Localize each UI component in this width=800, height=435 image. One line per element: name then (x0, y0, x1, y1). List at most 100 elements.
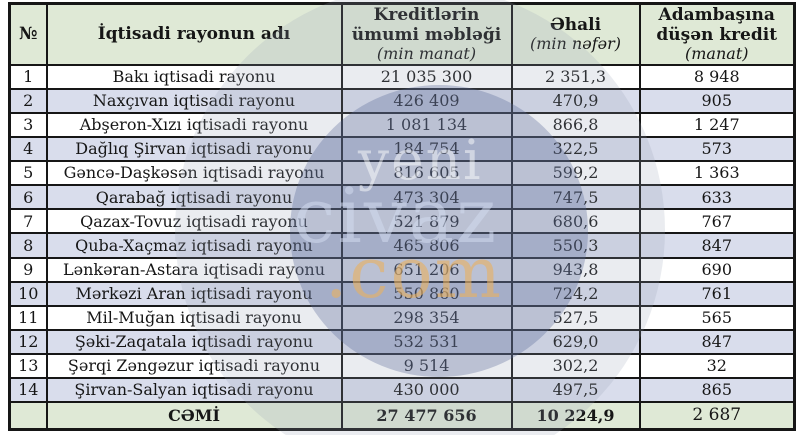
row-region: Abşeron-Xızı iqtisadi rayonu (45, 112, 343, 139)
header-population: Əhali (min nəfər) (510, 2, 641, 66)
header-number: № (8, 2, 48, 66)
table-row: 14 Şirvan-Salyan iqtisadi rayonu 430 000… (8, 376, 796, 404)
row-number: 9 (8, 256, 48, 283)
table-row: 12 Şəki-Zaqatala iqtisadi rayonu 532 531… (8, 328, 796, 355)
header-credit: Kreditlərin ümumi məbləği (min manat) (340, 2, 513, 66)
table-total-row: CƏMİ 27 477 656 10 224,9 2 687 (8, 401, 796, 431)
row-number: 6 (8, 184, 48, 211)
row-credit: 1 081 134 (340, 112, 513, 139)
total-credit: 27 477 656 (340, 401, 513, 431)
table-row: 8 Quba-Xaçmaz iqtisadi rayonu 465 806 55… (8, 232, 796, 259)
row-population: 470,9 (510, 88, 641, 115)
row-region: Şərqi Zəngəzur iqtisadi rayonu (45, 352, 343, 379)
header-percapita-line1: Adambaşına (658, 5, 775, 26)
row-population: 302,2 (510, 352, 641, 379)
row-percapita: 905 (638, 88, 796, 115)
row-number: 13 (8, 352, 48, 379)
row-credit: 816 605 (340, 160, 513, 187)
row-percapita: 767 (638, 208, 796, 235)
row-region: Qazax-Tovuz iqtisadi rayonu (45, 208, 343, 235)
row-region: Dağlıq Şirvan iqtisadi rayonu (45, 136, 343, 163)
row-percapita: 8 948 (638, 63, 796, 91)
row-population: 322,5 (510, 136, 641, 163)
table-row: 4 Dağlıq Şirvan iqtisadi rayonu 184 754 … (8, 136, 796, 163)
row-percapita: 633 (638, 184, 796, 211)
row-percapita: 1 363 (638, 160, 796, 187)
row-number: 11 (8, 304, 48, 331)
row-credit: 473 304 (340, 184, 513, 211)
row-credit: 184 754 (340, 136, 513, 163)
row-region: Lənkəran-Astara iqtisadi rayonu (45, 256, 343, 283)
row-region: Şirvan-Salyan iqtisadi rayonu (45, 376, 343, 404)
table-row: 1 Bakı iqtisadi rayonu 21 035 300 2 351,… (8, 63, 796, 91)
row-population: 527,5 (510, 304, 641, 331)
row-number: 5 (8, 160, 48, 187)
row-percapita: 565 (638, 304, 796, 331)
row-population: 680,6 (510, 208, 641, 235)
table-row: 11 Mil-Muğan iqtisadi rayonu 298 354 527… (8, 304, 796, 331)
row-population: 497,5 (510, 376, 641, 404)
header-credit-unit: (min manat) (376, 44, 477, 64)
row-population: 2 351,3 (510, 63, 641, 91)
row-number: 3 (8, 112, 48, 139)
row-region: Qarabağ iqtisadi rayonu (45, 184, 343, 211)
table-row: 2 Naxçıvan iqtisadi rayonu 426 409 470,9… (8, 88, 796, 115)
header-credit-line2: ümumi məbləği (351, 24, 502, 45)
row-credit: 651 206 (340, 256, 513, 283)
row-population: 943,8 (510, 256, 641, 283)
row-region: Quba-Xaçmaz iqtisadi rayonu (45, 232, 343, 259)
table-row: 3 Abşeron-Xızı iqtisadi rayonu 1 081 134… (8, 112, 796, 139)
header-percapita-line2: düşən kredit (656, 24, 778, 45)
row-credit: 298 354 (340, 304, 513, 331)
total-label: CƏMİ (45, 401, 343, 431)
header-number-label: № (19, 23, 38, 44)
row-percapita: 1 247 (638, 112, 796, 139)
row-region: Gəncə-Daşkəsən iqtisadi rayonu (45, 160, 343, 187)
total-percapita: 2 687 (638, 401, 796, 431)
row-number: 2 (8, 88, 48, 115)
row-number: 8 (8, 232, 48, 259)
header-region-label: İqtisadi rayonun adı (97, 23, 291, 44)
row-credit: 465 806 (340, 232, 513, 259)
row-number: 7 (8, 208, 48, 235)
row-credit: 430 000 (340, 376, 513, 404)
row-population: 550,3 (510, 232, 641, 259)
row-credit: 532 531 (340, 328, 513, 355)
table-row: 7 Qazax-Tovuz iqtisadi rayonu 521 879 68… (8, 208, 796, 235)
row-percapita: 761 (638, 280, 796, 307)
row-percapita: 32 (638, 352, 796, 379)
row-region: Naxçıvan iqtisadi rayonu (45, 88, 343, 115)
row-percapita: 690 (638, 256, 796, 283)
row-credit: 550 860 (340, 280, 513, 307)
row-region: Mil-Muğan iqtisadi rayonu (45, 304, 343, 331)
header-percapita: Adambaşına düşən kredit (manat) (638, 2, 796, 66)
row-number: 14 (8, 376, 48, 404)
row-number: 1 (8, 63, 48, 91)
row-credit: 21 035 300 (340, 63, 513, 91)
row-number: 4 (8, 136, 48, 163)
row-population: 866,8 (510, 112, 641, 139)
row-region: Bakı iqtisadi rayonu (45, 63, 343, 91)
row-region: Mərkəzi Aran iqtisadi rayonu (45, 280, 343, 307)
row-percapita: 573 (638, 136, 796, 163)
header-population-unit: (min nəfər) (530, 34, 621, 54)
table-row: 6 Qarabağ iqtisadi rayonu 473 304 747,5 … (8, 184, 796, 211)
row-percapita: 847 (638, 328, 796, 355)
header-region: İqtisadi rayonun adı (45, 2, 343, 66)
total-number-cell (8, 401, 48, 431)
row-population: 629,0 (510, 328, 641, 355)
row-percapita: 847 (638, 232, 796, 259)
row-population: 724,2 (510, 280, 641, 307)
row-region: Şəki-Zaqatala iqtisadi rayonu (45, 328, 343, 355)
regions-credit-table: № İqtisadi rayonun adı Kreditlərin ümumi… (8, 2, 796, 431)
table-row: 5 Gəncə-Daşkəsən iqtisadi rayonu 816 605… (8, 160, 796, 187)
header-population-label: Əhali (549, 14, 602, 35)
row-credit: 426 409 (340, 88, 513, 115)
row-credit: 9 514 (340, 352, 513, 379)
row-number: 10 (8, 280, 48, 307)
table-row: 13 Şərqi Zəngəzur iqtisadi rayonu 9 514 … (8, 352, 796, 379)
header-percapita-unit: (manat) (685, 44, 749, 64)
table-row: 9 Lənkəran-Astara iqtisadi rayonu 651 20… (8, 256, 796, 283)
table-header: № İqtisadi rayonun adı Kreditlərin ümumi… (8, 2, 796, 66)
